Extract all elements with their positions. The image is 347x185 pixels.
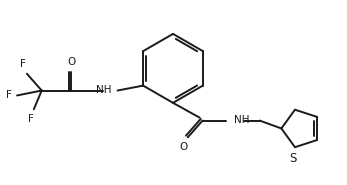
Text: NH: NH — [96, 85, 112, 95]
Text: S: S — [289, 152, 297, 165]
Text: O: O — [180, 142, 188, 152]
Text: F: F — [20, 59, 26, 69]
Text: O: O — [67, 57, 75, 67]
Text: F: F — [28, 114, 34, 124]
Text: F: F — [6, 90, 12, 100]
Text: NH: NH — [234, 115, 249, 125]
